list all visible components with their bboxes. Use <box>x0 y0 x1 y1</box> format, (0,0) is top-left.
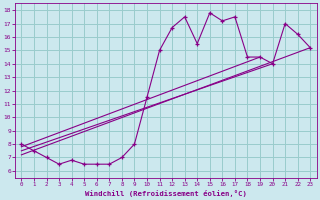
X-axis label: Windchill (Refroidissement éolien,°C): Windchill (Refroidissement éolien,°C) <box>85 190 247 197</box>
